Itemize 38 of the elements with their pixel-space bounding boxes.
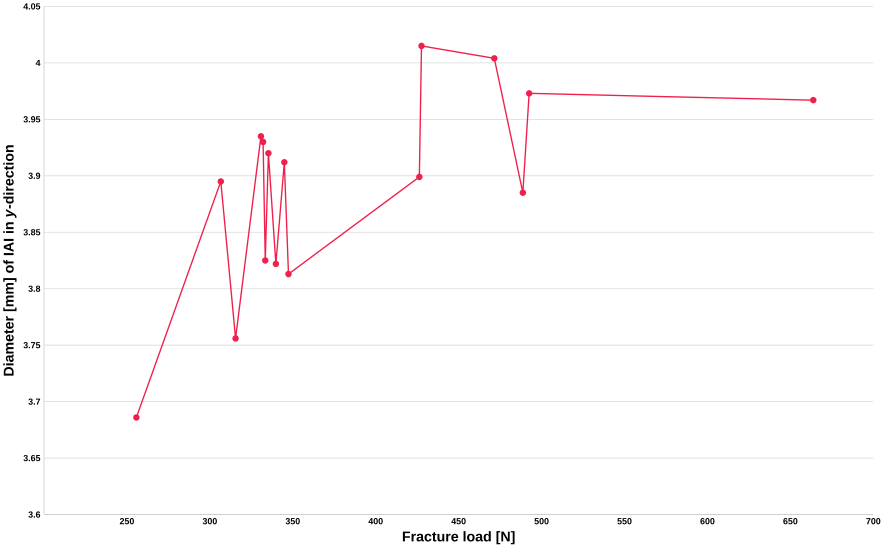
y-tick-label: 3.8 — [28, 286, 40, 292]
y-tick-label: 3.85 — [23, 229, 40, 236]
x-tick-label: 300 — [202, 518, 217, 525]
x-tick-label: 550 — [617, 518, 632, 525]
x-tick-label: 450 — [451, 518, 466, 525]
y-axis-title: Diameter [mm] of IAI in y-direction — [3, 145, 17, 376]
y-tick-label: 4 — [36, 60, 40, 66]
point — [262, 257, 269, 264]
point — [526, 90, 532, 97]
point — [491, 55, 498, 62]
x-tick-label: 600 — [700, 518, 714, 525]
y-tick-label: 3.65 — [23, 455, 40, 462]
point — [258, 133, 264, 140]
point — [520, 190, 526, 196]
y-tick-label: 3.75 — [23, 342, 40, 349]
point — [416, 174, 423, 180]
point — [281, 159, 288, 166]
y-tick-label: 3.7 — [28, 398, 40, 405]
x-tick-label: 500 — [534, 518, 549, 525]
x-tick-label: 700 — [866, 518, 880, 525]
y-tick-label: 3.9 — [28, 172, 40, 180]
x-tick-label: 400 — [368, 518, 383, 525]
point — [218, 178, 224, 185]
x-tick-label: 350 — [286, 518, 300, 525]
point — [285, 270, 292, 278]
point — [265, 150, 272, 157]
y-tick-label: 4.05 — [23, 3, 40, 10]
point — [260, 138, 266, 146]
y-tick-label: 3.95 — [23, 116, 40, 123]
x-tick-label: 650 — [783, 518, 798, 525]
point — [810, 97, 817, 104]
x-axis-title: Fracture load [N] — [402, 531, 515, 545]
point — [133, 414, 140, 421]
y-tick-label: 3.6 — [28, 512, 40, 518]
point — [272, 260, 280, 268]
point — [232, 335, 239, 342]
point — [418, 42, 425, 50]
x-tick-label: 250 — [120, 518, 134, 525]
